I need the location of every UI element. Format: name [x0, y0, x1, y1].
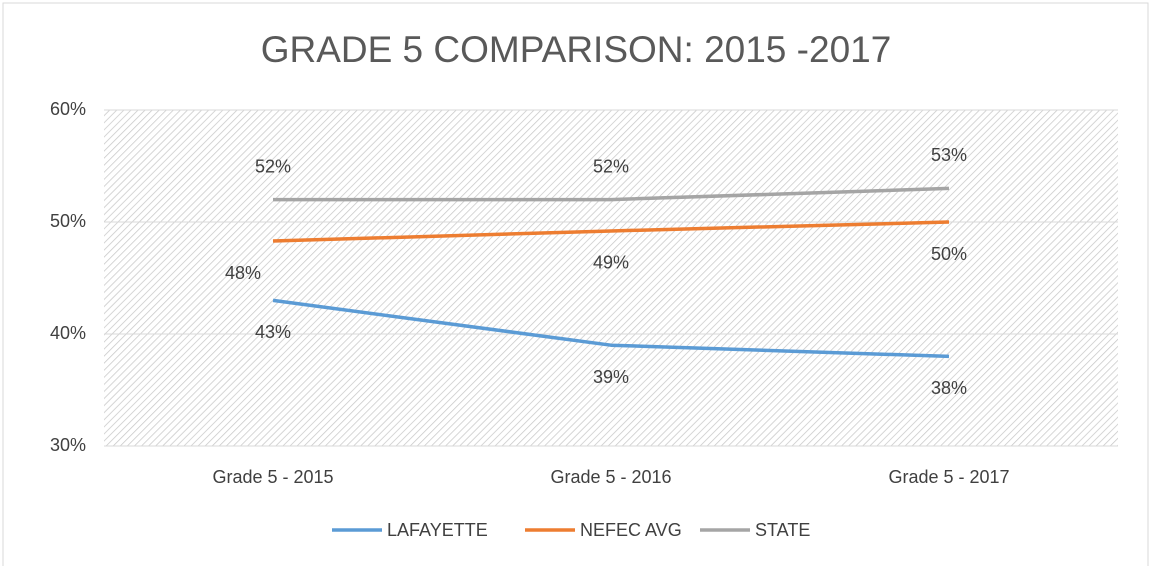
data-label: 39%: [593, 367, 629, 387]
plot-area: [104, 110, 1118, 446]
x-tick-label: Grade 5 - 2016: [550, 467, 671, 487]
legend-label: LAFAYETTE: [387, 520, 488, 540]
data-label: 49%: [593, 253, 629, 273]
y-tick-label: 40%: [50, 323, 86, 343]
y-tick-label: 60%: [50, 99, 86, 119]
data-label: 52%: [255, 156, 291, 176]
data-label: 43%: [255, 322, 291, 342]
y-tick-label: 30%: [50, 435, 86, 455]
data-label: 38%: [931, 378, 967, 398]
data-label: 53%: [931, 145, 967, 165]
series-line: [272, 298, 950, 359]
chart-title: GRADE 5 COMPARISON: 2015 -2017: [261, 29, 892, 70]
data-label: 48%: [225, 263, 261, 283]
data-label: 50%: [931, 244, 967, 264]
legend-label: STATE: [755, 520, 810, 540]
x-tick-label: Grade 5 - 2017: [888, 467, 1009, 487]
x-tick-label: Grade 5 - 2015: [212, 467, 333, 487]
legend-label: NEFEC AVG: [580, 520, 682, 540]
series-line: [272, 220, 950, 243]
series-line: [273, 186, 950, 202]
data-label: 52%: [593, 156, 629, 176]
y-tick-label: 50%: [50, 211, 86, 231]
